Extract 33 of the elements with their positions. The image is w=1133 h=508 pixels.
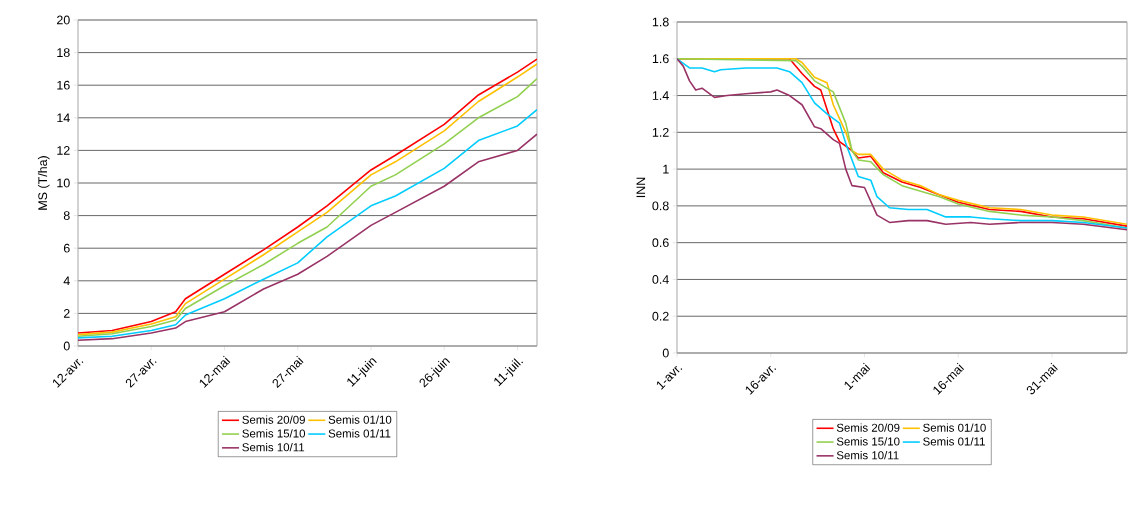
y-tick-label: 2: [63, 309, 70, 318]
y-axis-title: MS (T/ha): [37, 156, 50, 210]
legend-label: Semis 01/11: [328, 429, 391, 438]
y-tick-label: 4: [63, 276, 70, 286]
y-tick-label: 0: [63, 341, 70, 351]
y-tick-label: 8: [63, 211, 70, 221]
y-tick-label: 0.6: [652, 238, 669, 248]
y-tick-label: 0: [662, 348, 669, 358]
y-tick-label: 1.2: [652, 127, 669, 137]
legend-label: Semis 01/10: [923, 423, 986, 432]
y-tick-label: 1.6: [652, 54, 669, 64]
legend-label: Semis 01/10: [328, 415, 392, 424]
legend-label: Semis 15/10: [242, 429, 306, 438]
y-tick-label: 1.8: [652, 17, 669, 27]
y-tick-label: 10: [57, 178, 70, 188]
legend-label: Semis 01/11: [923, 437, 985, 446]
y-tick-label: 1.4: [652, 91, 669, 100]
legend-label: Semis 10/11: [242, 442, 305, 452]
y-tick-label: 0.8: [652, 201, 669, 211]
y-tick-label: 14: [57, 113, 70, 123]
y-tick-label: 16: [57, 80, 70, 90]
y-tick-label: 0.4: [652, 275, 669, 284]
y-tick-label: 12: [57, 146, 70, 155]
legend-label: Semis 15/10: [836, 437, 900, 446]
y-axis-title: INN: [636, 177, 646, 198]
y-tick-label: 18: [57, 48, 70, 58]
y-tick-label: 20: [57, 15, 70, 25]
legend-label: Semis 10/11: [836, 450, 899, 460]
y-tick-label: 1: [663, 164, 669, 174]
y-tick-label: 6: [63, 243, 70, 253]
legend-label: Semis 20/09: [836, 423, 900, 432]
legend-label: Semis 20/09: [242, 415, 305, 424]
y-tick-label: 0.2: [652, 311, 669, 321]
